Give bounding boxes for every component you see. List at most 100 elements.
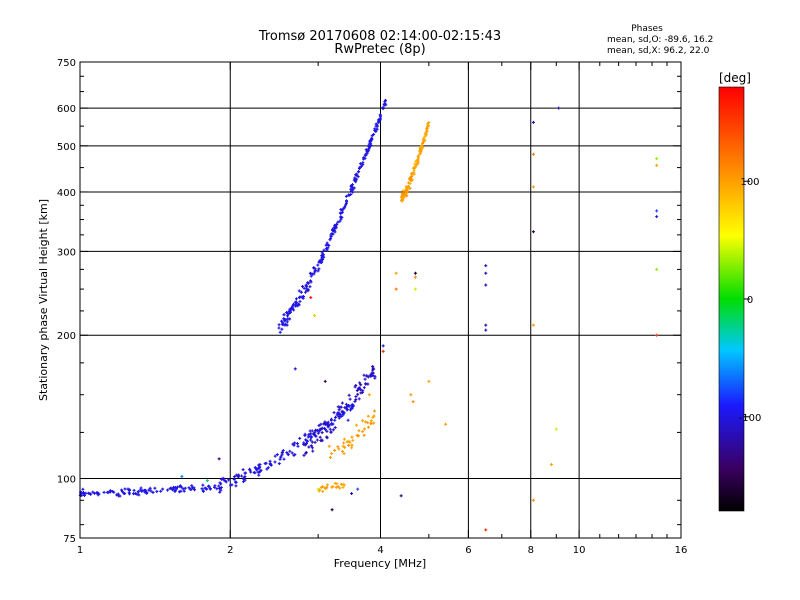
data-point — [357, 429, 361, 433]
data-point — [340, 401, 344, 405]
data-point — [329, 430, 333, 434]
data-point — [243, 475, 247, 479]
data-point — [217, 457, 221, 461]
data-point — [257, 473, 261, 477]
data-point — [89, 492, 93, 496]
data-point — [193, 488, 197, 492]
data-point — [336, 220, 340, 224]
data-point — [234, 484, 238, 488]
data-point — [281, 322, 285, 326]
data-point — [333, 418, 337, 422]
data-point — [161, 487, 165, 491]
y-tick-label: 500 — [57, 142, 76, 153]
data-point — [361, 163, 365, 167]
colorbar — [719, 87, 744, 511]
data-point — [361, 419, 365, 423]
data-point — [412, 169, 416, 173]
data-point — [180, 474, 184, 478]
data-point — [331, 232, 335, 236]
data-point — [227, 478, 231, 482]
data-point — [531, 185, 535, 189]
data-point — [206, 484, 210, 488]
data-point — [307, 281, 311, 285]
data-point — [356, 170, 360, 174]
data-point — [183, 486, 187, 490]
data-point — [336, 445, 340, 449]
data-point — [336, 405, 340, 409]
data-point — [394, 271, 398, 275]
data-point — [278, 457, 282, 461]
data-point — [401, 198, 405, 202]
data-point — [309, 296, 313, 300]
data-point — [316, 269, 320, 273]
data-point — [280, 327, 284, 331]
data-point — [339, 405, 343, 409]
data-point — [285, 320, 289, 324]
data-point — [340, 210, 344, 214]
data-point — [314, 428, 318, 432]
data-point — [359, 391, 363, 395]
data-point — [327, 243, 331, 247]
y-axis-label: Stationary phase Virtual Height [km] — [37, 199, 50, 401]
data-point — [302, 286, 306, 290]
data-point — [303, 433, 307, 437]
data-point — [531, 323, 535, 327]
data-point — [337, 414, 341, 418]
data-point — [338, 219, 342, 223]
data-point — [277, 462, 281, 466]
data-point — [301, 284, 305, 288]
data-point — [531, 152, 535, 156]
data-point — [252, 471, 256, 475]
data-point — [333, 230, 337, 234]
data-point — [337, 411, 341, 415]
data-point — [312, 432, 316, 436]
data-point — [408, 186, 412, 190]
data-point — [309, 280, 313, 284]
data-point — [378, 114, 382, 118]
data-point — [304, 438, 308, 442]
data-point — [149, 489, 153, 493]
data-point — [349, 187, 353, 191]
data-point — [314, 434, 318, 438]
data-point — [343, 406, 347, 410]
data-point — [323, 486, 327, 490]
data-point — [313, 267, 317, 271]
data-point — [410, 178, 414, 182]
data-point — [140, 489, 144, 493]
data-point — [147, 488, 151, 492]
data-point — [354, 395, 358, 399]
data-point — [320, 438, 324, 442]
data-point — [349, 189, 353, 193]
data-point — [219, 486, 223, 490]
data-point — [347, 193, 351, 197]
data-point — [255, 467, 259, 471]
data-point — [351, 183, 355, 187]
data-point — [342, 441, 346, 445]
data-point — [279, 455, 283, 459]
data-point — [406, 186, 410, 190]
data-point — [263, 462, 267, 466]
data-point — [298, 295, 302, 299]
data-point — [190, 484, 194, 488]
data-point — [309, 444, 313, 448]
data-point — [338, 486, 342, 490]
data-point — [290, 304, 294, 308]
data-point — [120, 488, 124, 492]
data-point — [111, 489, 115, 493]
data-point — [373, 128, 377, 132]
data-point — [292, 308, 296, 312]
data-point — [181, 487, 185, 491]
data-point — [358, 165, 362, 169]
data-point — [320, 427, 324, 431]
data-point — [292, 302, 296, 306]
data-point — [408, 177, 412, 181]
data-point — [318, 435, 322, 439]
data-point — [312, 314, 316, 318]
data-point — [316, 431, 320, 435]
data-point — [350, 435, 354, 439]
data-point — [325, 483, 329, 487]
x-tick-label: 4 — [377, 545, 383, 556]
data-point — [313, 440, 317, 444]
data-point — [334, 226, 338, 230]
